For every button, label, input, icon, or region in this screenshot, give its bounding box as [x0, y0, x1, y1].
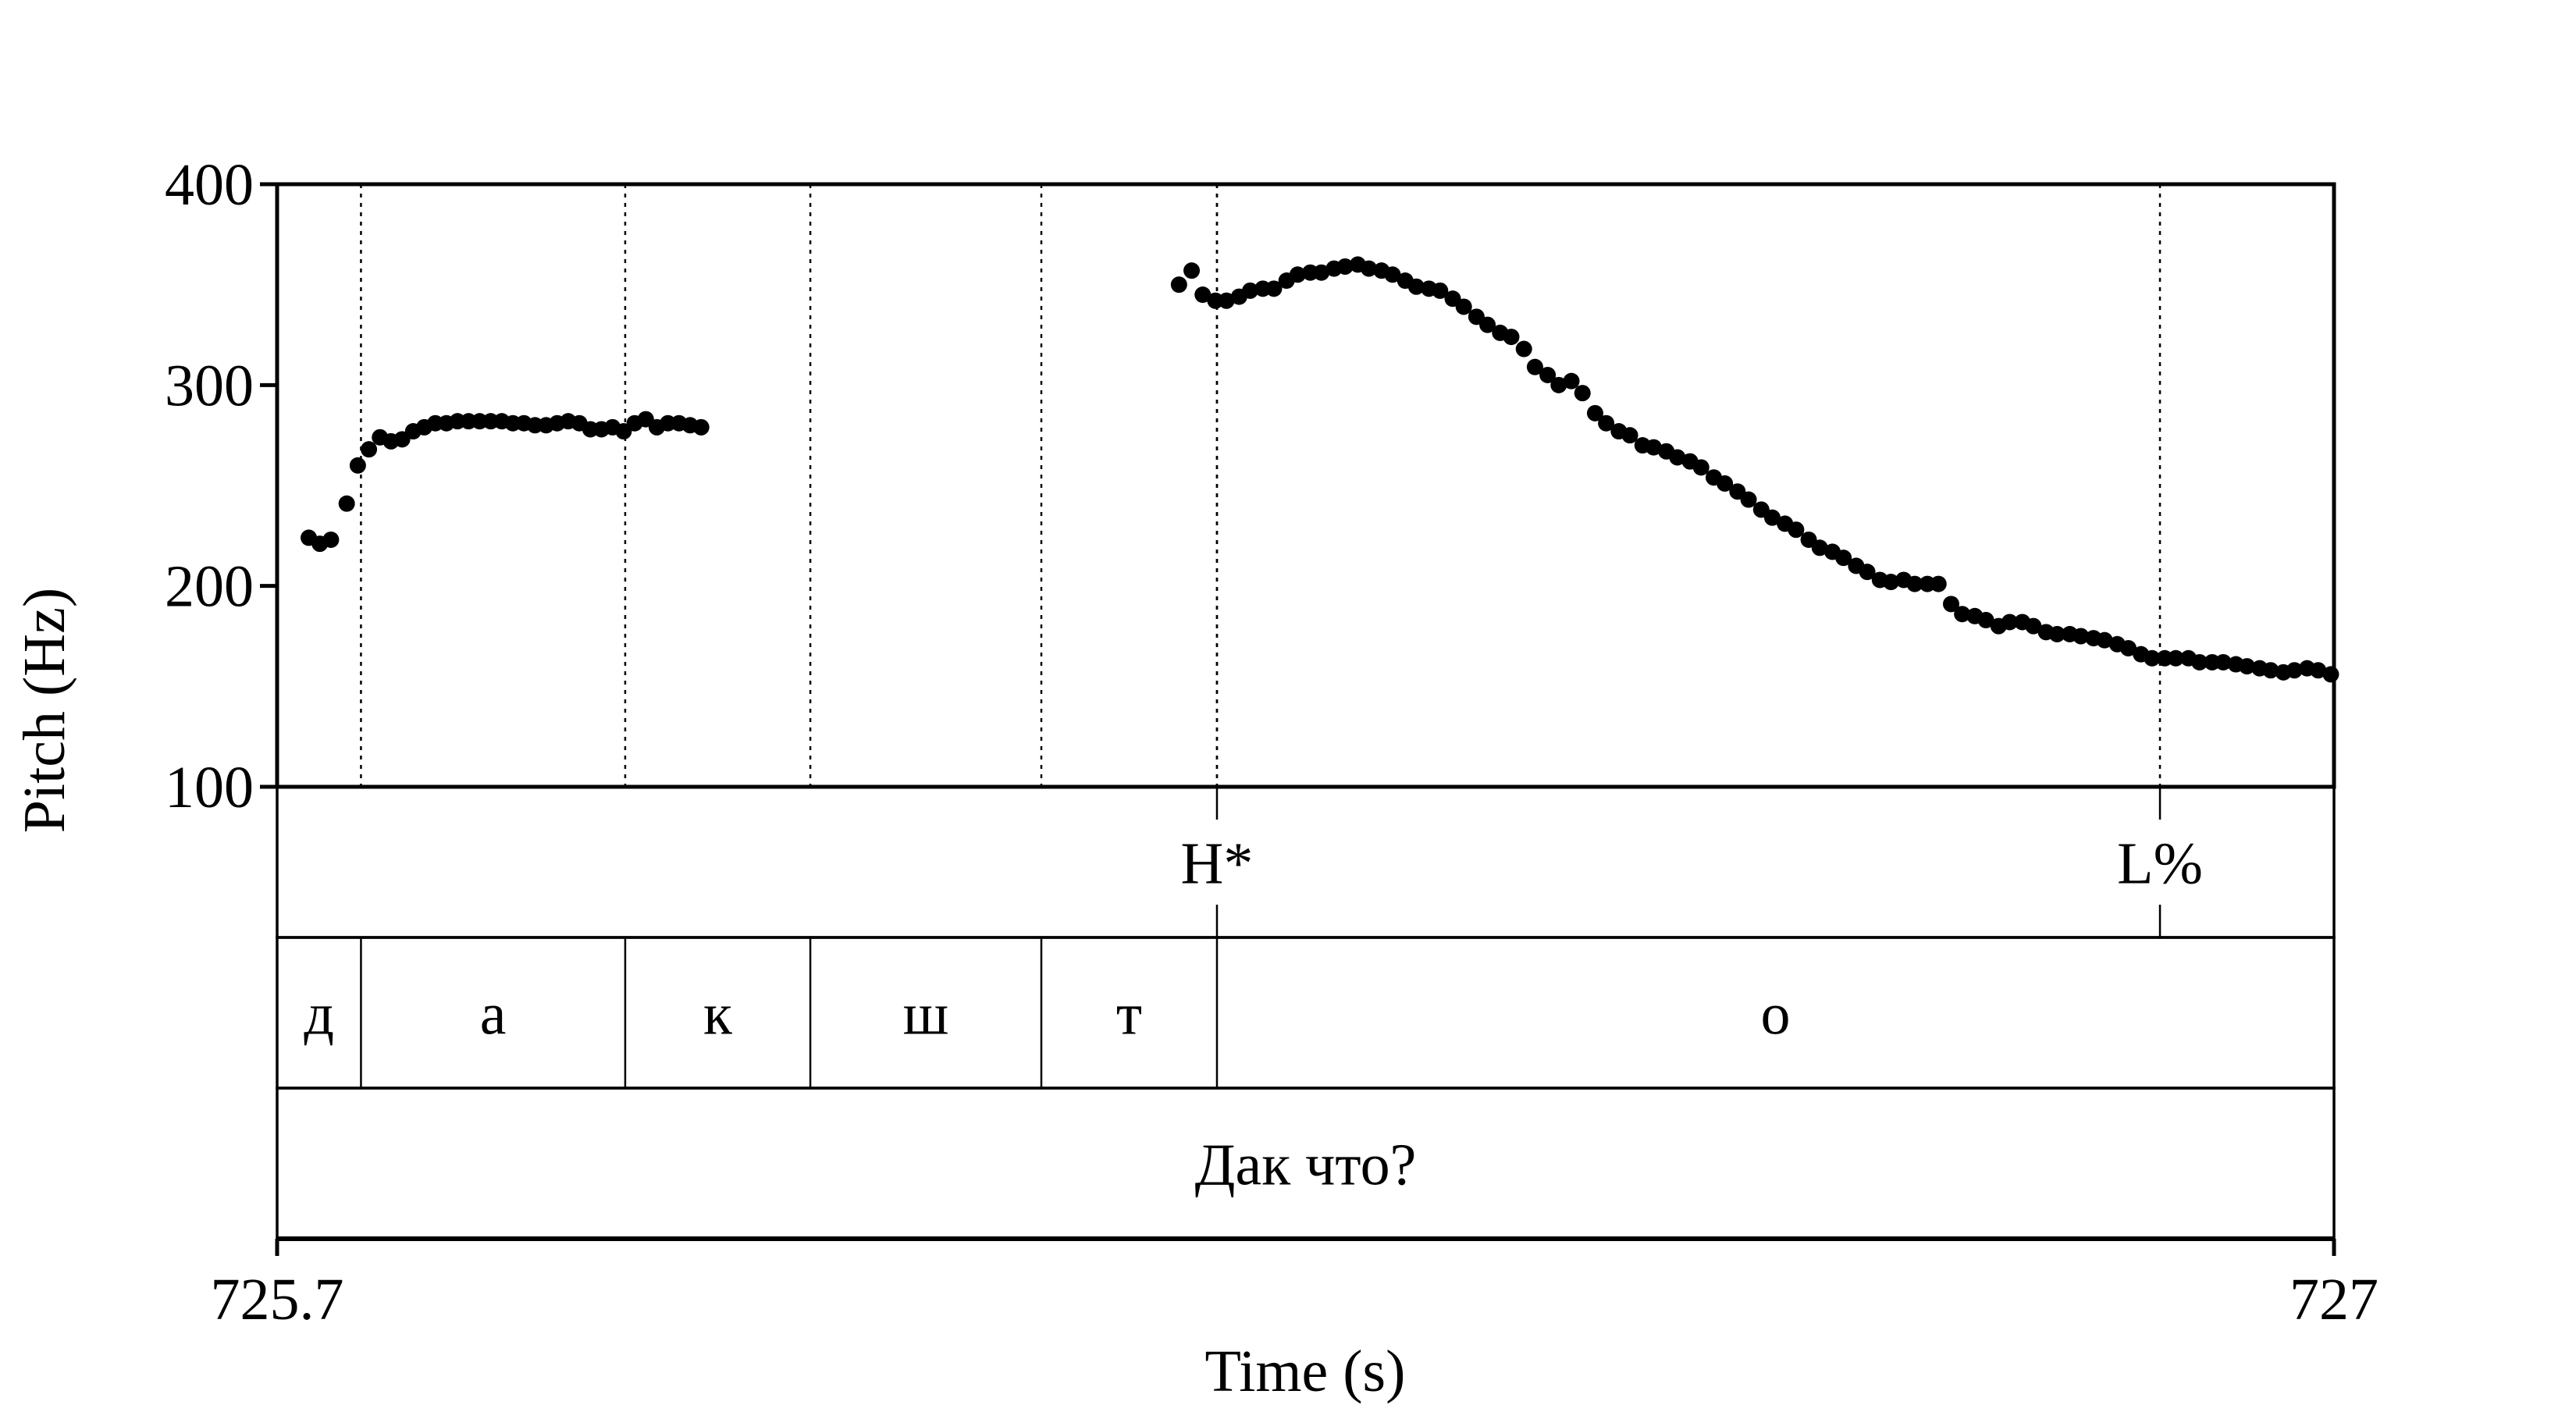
segment-label: д [304, 982, 334, 1048]
pitch-point [1740, 491, 1757, 508]
pitch-point [1930, 575, 1947, 592]
pitch-point [2120, 639, 2137, 656]
pitch-point [692, 418, 710, 436]
pitch-point [1336, 258, 1354, 276]
pitch-point [1432, 282, 1449, 299]
word-label: Дак что? [1195, 1133, 1417, 1198]
pitch-point [2144, 649, 2161, 667]
tier-labels: H* L% д а к ш т о Дак что? [304, 831, 2203, 1198]
tone-label: H* [1181, 831, 1254, 897]
pitch-point [2096, 631, 2113, 649]
pitch-point [1692, 459, 1710, 476]
pitch-point [2191, 653, 2208, 670]
pitch-point [1882, 574, 1899, 591]
pitch-point [1183, 262, 1201, 279]
tone-label: L% [2117, 831, 2203, 897]
pitch-point [338, 495, 355, 512]
pitch-point [1313, 264, 1330, 281]
pitch-point [1859, 564, 1876, 581]
pitch-point [1265, 280, 1283, 297]
pitch-point [1526, 358, 1543, 375]
pitch-point [322, 531, 340, 548]
pitch-point [1954, 606, 1971, 623]
pitch-point [1361, 260, 1378, 277]
segment-label: к [703, 982, 732, 1048]
segment-label: а [480, 982, 507, 1048]
pitch-point [1645, 439, 1662, 456]
pitch-point [2322, 666, 2339, 683]
pitch-point [1550, 376, 1567, 393]
pitch-point [2286, 662, 2303, 679]
pitch-point [1503, 329, 1520, 346]
pitch-point [2262, 662, 2279, 679]
pitch-point [1788, 521, 1805, 539]
pitch-point [1977, 611, 1994, 628]
pitch-point [1906, 575, 1923, 592]
pitch-point [1763, 509, 1781, 526]
pitch-point [1170, 276, 1187, 293]
pitch-point [1811, 539, 1828, 557]
pitch-point [1218, 292, 1235, 309]
pitch-point [2215, 653, 2232, 670]
tier-boundaries [360, 787, 2161, 1088]
pitch-point [1563, 372, 1580, 389]
pitch-point [1289, 266, 1306, 283]
pitch-point [1835, 550, 1852, 567]
y-tick-label: 200 [165, 554, 254, 620]
pitch-point [2310, 662, 2327, 679]
pitch-point [1515, 340, 1532, 357]
pitch-point [1455, 298, 1472, 315]
pitch-point [1574, 385, 1591, 402]
boundary-guides [360, 184, 2161, 787]
segment-label: т [1116, 982, 1142, 1048]
pitch-point [1194, 286, 1212, 304]
y-tick-label: 100 [165, 755, 254, 820]
x-axis: 725.7 727 [211, 1239, 2379, 1332]
pitch-point [1242, 282, 1259, 299]
pitch-point [1717, 475, 1734, 492]
pitch-point [2073, 628, 2090, 645]
pitch-point [1586, 404, 1603, 422]
tier-frame-2 [276, 936, 2336, 1090]
pitch-point [1539, 366, 1557, 383]
x-tick-label: 727 [2290, 1267, 2379, 1332]
pitch-point [1407, 278, 1425, 295]
segment-label: ш [903, 982, 949, 1048]
x-axis-title: Time (s) [1205, 1339, 1406, 1404]
x-tick-label: 725.7 [211, 1267, 344, 1332]
y-tick-label: 400 [165, 152, 254, 218]
pitch-point [1384, 266, 1401, 283]
pitch-point [1669, 449, 1686, 466]
tier-frame-1 [276, 785, 2336, 939]
segment-label: о [1760, 982, 1790, 1048]
pitch-point [2048, 625, 2065, 642]
pitch-point [361, 441, 378, 458]
pitch-point [349, 457, 366, 474]
pitch-point [1598, 414, 1615, 432]
pitch-point [2025, 617, 2042, 635]
pitch-point [1479, 316, 1496, 333]
pitch-point [2239, 658, 2256, 675]
pitch-points [301, 256, 2339, 683]
pitch-point [2167, 649, 2184, 667]
plot-frames [275, 182, 2336, 1241]
y-tick-label: 300 [165, 353, 254, 418]
y-axis-title: Pitch (Hz) [12, 588, 77, 833]
y-axis: 100 200 300 400 [165, 152, 277, 820]
pitch-point [1621, 427, 1638, 444]
pitch-point [1942, 596, 1959, 613]
pitch-point [2001, 614, 2018, 631]
